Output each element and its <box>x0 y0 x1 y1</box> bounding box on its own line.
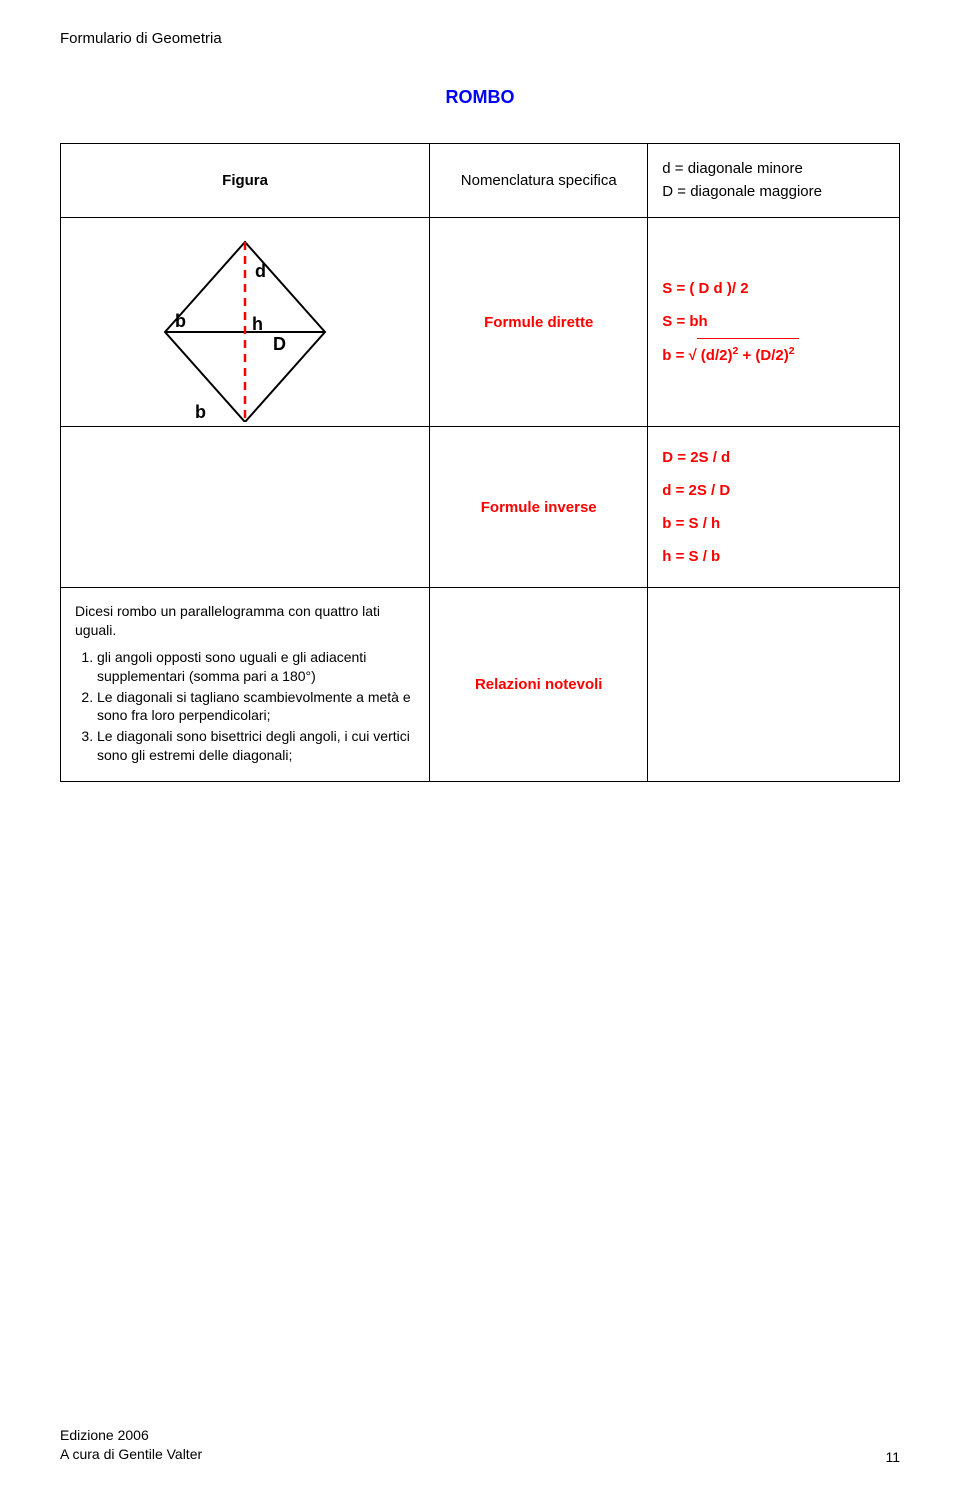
direct-formulas-label: Formule dirette <box>430 218 648 427</box>
geometry-table: Figura Nomenclatura specifica d = diagon… <box>60 143 900 782</box>
symbol-definitions: d = diagonale minore D = diagonale maggi… <box>648 144 900 218</box>
definition-intro: Dicesi rombo un parallelogramma con quat… <box>75 602 415 640</box>
def-d-minor: d = diagonale minore <box>662 158 885 181</box>
footer: Edizione 2006 A cura di Gentile Valter <box>60 1426 202 1465</box>
relations-empty <box>648 588 900 782</box>
label-b-bottom: b <box>195 402 206 422</box>
property-3: Le diagonali sono bisettrici degli angol… <box>97 727 415 765</box>
label-b-left: b <box>175 311 186 331</box>
page-title: ROMBO <box>60 87 900 108</box>
inverse-formulas-label: Formule inverse <box>430 427 648 588</box>
formula-h: h = S / b <box>662 540 885 573</box>
direct-formulas: S = ( D d )/ 2 S = bh b = √(d/2)2 + (D/2… <box>648 218 900 427</box>
inverse-left-empty <box>61 427 430 588</box>
rhombus-diagram: d h D b b <box>115 232 375 412</box>
formula-area-bh: S = bh <box>662 305 885 338</box>
property-1: gli angoli opposti sono uguali e gli adi… <box>97 648 415 686</box>
formula-D: D = 2S / d <box>662 441 885 474</box>
def-D-major: D = diagonale maggiore <box>662 181 885 204</box>
inverse-formulas: D = 2S / d d = 2S / D b = S / h h = S / … <box>648 427 900 588</box>
formula-area-diagonals: S = ( D d )/ 2 <box>662 272 885 305</box>
formula-side-b: b = √(d/2)2 + (D/2)2 <box>662 338 885 372</box>
page-number: 11 <box>885 1449 900 1465</box>
label-d: d <box>255 261 266 281</box>
figura-header: Figura <box>61 144 430 218</box>
footer-edition: Edizione 2006 <box>60 1426 202 1446</box>
properties-list: gli angoli opposti sono uguali e gli adi… <box>75 648 415 765</box>
relations-label: Relazioni notevoli <box>430 588 648 782</box>
footer-author: A cura di Gentile Valter <box>60 1445 202 1465</box>
page: Formulario di Geometria ROMBO Figura Nom… <box>0 0 960 1495</box>
formula-b: b = S / h <box>662 507 885 540</box>
nomenclature-header: Nomenclatura specifica <box>430 144 648 218</box>
formula-d: d = 2S / D <box>662 474 885 507</box>
b-prefix: b = √ <box>662 347 697 364</box>
label-D-major: D <box>273 334 286 354</box>
rhombus-diagram-cell: d h D b b <box>61 218 430 427</box>
property-2: Le diagonali si tagliano scambievolmente… <box>97 688 415 726</box>
definition-cell: Dicesi rombo un parallelogramma con quat… <box>61 588 430 782</box>
doc-header: Formulario di Geometria <box>60 30 900 47</box>
label-h: h <box>252 314 263 334</box>
